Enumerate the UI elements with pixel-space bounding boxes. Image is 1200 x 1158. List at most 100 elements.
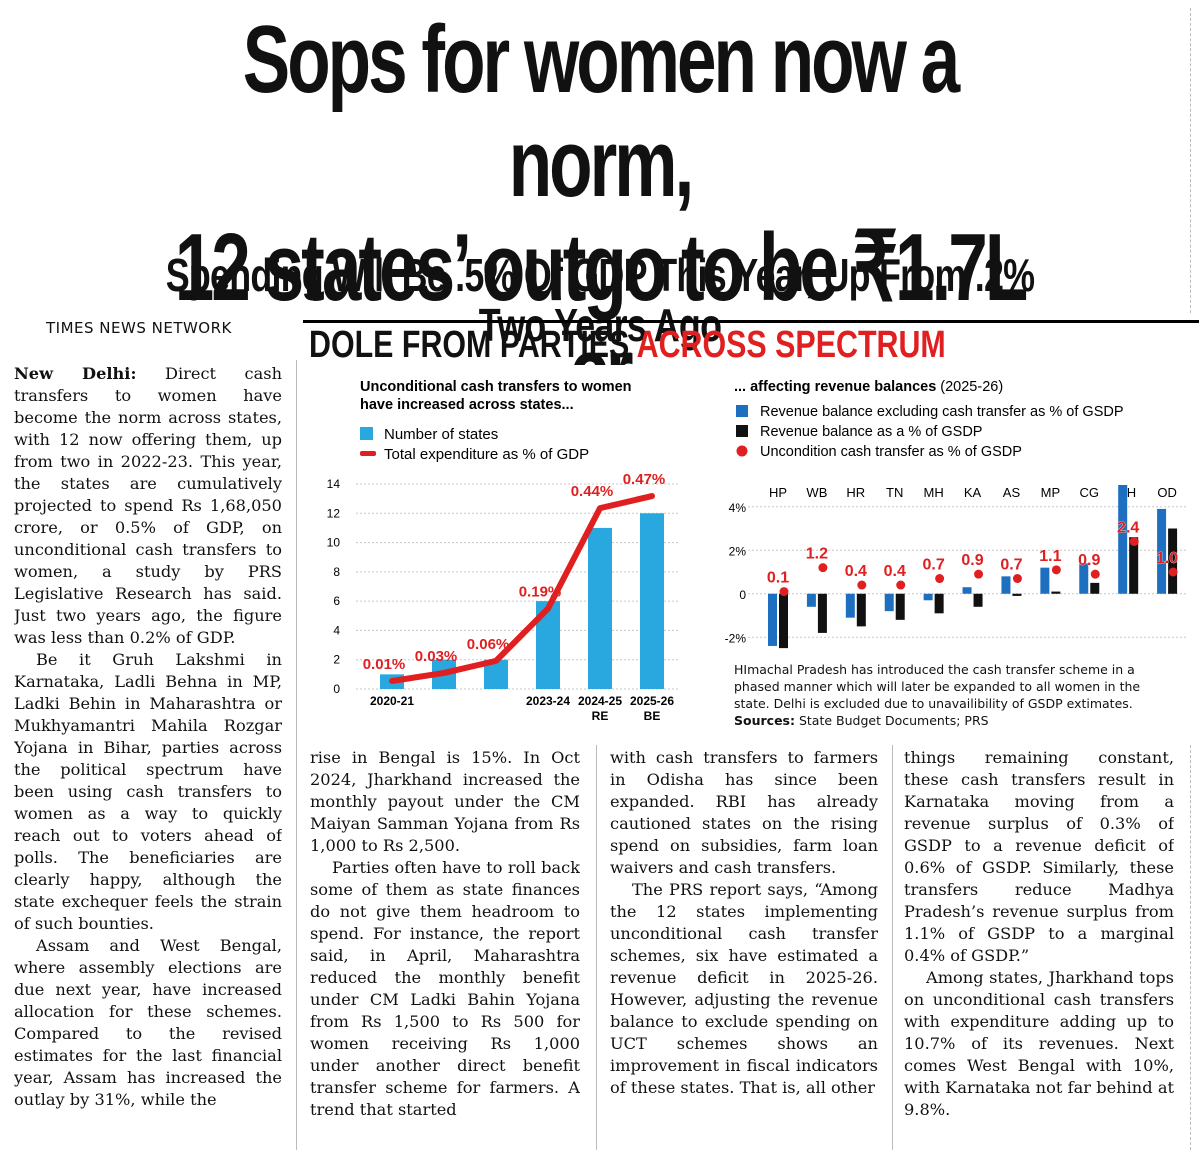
chart2-cash-transfer-point	[857, 580, 867, 590]
article-column-4: things remaining constant, these cash tr…	[904, 747, 1174, 1145]
headline: Sops for women now a norm, 12 states’ ou…	[156, 8, 1044, 424]
chart1-bar	[588, 527, 612, 689]
chart2-cash-transfer-label: 0.9	[961, 552, 983, 569]
chart2-cash-transfer-label: 0.1	[767, 570, 789, 587]
chart2-cash-transfer-point	[1090, 569, 1100, 579]
chart-note: HImachal Pradesh has introduced the cash…	[734, 661, 1164, 729]
chart1-y-tick-label: 2	[333, 653, 340, 667]
chart2-bar-revenue-balance	[1051, 591, 1061, 594]
chart1-x-tick-label: 2025-26	[630, 694, 674, 708]
chart2-category-label: OD	[1157, 485, 1177, 500]
chart1-y-tick-label: 8	[333, 565, 340, 579]
chart1-y-tick-label: 6	[333, 594, 340, 608]
chart2-bar-excluding-transfer	[845, 593, 855, 618]
chart2-bar-revenue-balance	[1168, 528, 1178, 594]
column-rule	[1190, 8, 1191, 313]
chart2-bar-revenue-balance	[934, 593, 944, 614]
chart2-category-label: WB	[806, 485, 827, 500]
chart1-y-tick-label: 4	[333, 623, 340, 637]
paragraph: things remaining constant, these cash tr…	[904, 748, 1174, 965]
chart2-cash-transfer-label: 1.2	[806, 546, 828, 563]
charts-panel: Unconditional cash transfers to women ha…	[308, 365, 1194, 739]
chart2-legend-label-3: Uncondition cash transfer as % of GSDP	[760, 444, 1022, 460]
chart2-bar-excluding-transfer	[768, 593, 777, 646]
chart2-legend-label-2: Revenue balance as a % of GSDP	[760, 424, 982, 440]
chart2-bar-excluding-transfer	[1118, 485, 1128, 594]
paragraph: New Delhi: Direct cash transfers to wome…	[14, 363, 282, 649]
paragraph: The PRS report says, “Among the 12 state…	[610, 880, 878, 1097]
chart2-cash-transfer-point	[896, 580, 906, 590]
chart2-cash-transfer-label: 0.7	[923, 557, 945, 574]
chart2-cash-transfer-point	[818, 563, 828, 573]
chart2-bar-excluding-transfer	[884, 593, 894, 612]
chart2-bar-excluding-transfer	[923, 593, 933, 601]
chart2-cash-transfer-point	[935, 574, 945, 584]
chart2-bar-revenue-balance	[817, 593, 827, 633]
chart2-cash-transfer-label: 0.4	[845, 563, 867, 580]
chart2-bar-revenue-balance	[973, 593, 983, 607]
chart1-x-tick-sublabel: BE	[644, 709, 661, 723]
dateline: New Delhi:	[14, 364, 137, 383]
chart1-legend-bar-swatch	[360, 427, 373, 440]
charts-svg: Unconditional cash transfers to women ha…	[327, 379, 1186, 723]
chart2-bar-revenue-balance	[779, 593, 788, 649]
article-column-1: New Delhi: Direct cash transfers to wome…	[14, 363, 282, 1145]
chart2-cash-transfer-point	[1051, 565, 1061, 575]
chart1-title-line-1: Unconditional cash transfers to women	[360, 379, 632, 395]
chart2-y-tick-label: 4%	[729, 501, 747, 515]
headline-line-2: 12 states’ outgo to be ₹1.7L cr	[174, 214, 1028, 424]
chart2-category-label: CG	[1080, 485, 1100, 500]
chart2-legend-label-1: Revenue balance excluding cash transfer …	[760, 404, 1124, 420]
chart1-line-value-label: 0.03%	[415, 648, 458, 665]
chart2-title-suffix: (2025-26)	[940, 379, 1003, 395]
paragraph: Assam and West Bengal, where assembly el…	[14, 936, 282, 1109]
chart1-x-tick-label: 2023-24	[526, 694, 570, 708]
box-headline-black: DOLE FROM PARTIES	[309, 324, 637, 366]
column-rule	[892, 745, 893, 1150]
chart1-x-tick-label: 2024-25	[578, 694, 622, 708]
chart2-cash-transfer-label: 0.7	[1000, 557, 1022, 574]
chart2-bar-excluding-transfer	[1157, 508, 1167, 594]
chart2-cash-transfer-label: 0.9	[1078, 552, 1100, 569]
chart1-legend-bar-label: Number of states	[384, 426, 498, 443]
chart2-bar-excluding-transfer	[1001, 576, 1011, 594]
chart1-y-tick-label: 14	[327, 477, 341, 491]
column-rule	[596, 745, 597, 1150]
chart2-cash-transfer-point	[779, 587, 789, 597]
chart2-category-label: TN	[886, 485, 903, 500]
chart1-bar	[640, 513, 664, 689]
column-rule	[296, 360, 297, 1150]
chart1-legend-line-label: Total expenditure as % of GDP	[384, 446, 589, 463]
chart2-cash-transfer-label: 2.4	[1117, 520, 1139, 537]
chart2-y-tick-label: 2%	[729, 544, 747, 558]
chart2-bar-revenue-balance	[1012, 593, 1022, 596]
chart2-title-main: ... affecting revenue balances	[734, 379, 936, 395]
chart1-y-tick-label: 12	[327, 506, 341, 520]
chart2-bar-excluding-transfer	[962, 587, 972, 594]
chart2-cash-transfer-point	[1129, 537, 1139, 547]
paragraph: Be it Gruh Lakshmi in Karnataka, Ladli B…	[14, 650, 282, 933]
graphic-box-headline: DOLE FROM PARTIES ACROSS SPECTRUM	[303, 320, 1199, 367]
chart2-bar-excluding-transfer	[1040, 567, 1050, 594]
chart1-expenditure-line	[389, 493, 655, 684]
chart2-bar-excluding-transfer	[1079, 563, 1089, 594]
paragraph: rise in Bengal is 15%. In Oct 2024, Jhar…	[310, 748, 580, 855]
chart2-category-label: KA	[964, 485, 982, 500]
chart2-legend-swatch-1	[736, 405, 748, 417]
article-column-3: with cash transfers to farmers in Odisha…	[610, 747, 878, 1145]
chart1-x-tick-label: 2020-21	[370, 694, 414, 708]
chart2-title: ... affecting revenue balances (2025-26)	[734, 379, 1003, 395]
chart2-category-label: HP	[769, 485, 787, 500]
chart1-line-value-label: 0.01%	[363, 656, 406, 673]
chart2-legend-swatch-2	[736, 425, 748, 437]
chart2-bar-revenue-balance	[1090, 582, 1100, 594]
chart2-y-tick-label: -2%	[725, 631, 747, 645]
byline: TIMES NEWS NETWORK	[46, 319, 232, 337]
chart2-bar-excluding-transfer	[806, 593, 816, 607]
chart2-legend-swatch-3	[736, 445, 748, 457]
paragraph: with cash transfers to farmers in Odisha…	[610, 748, 878, 877]
chart2-category-label: HR	[846, 485, 865, 500]
paragraph-text: Direct cash transfers to women have beco…	[14, 364, 282, 647]
chart2-cash-transfer-label: 0.4	[884, 563, 906, 580]
chart2-cash-transfer-point	[1168, 567, 1178, 577]
